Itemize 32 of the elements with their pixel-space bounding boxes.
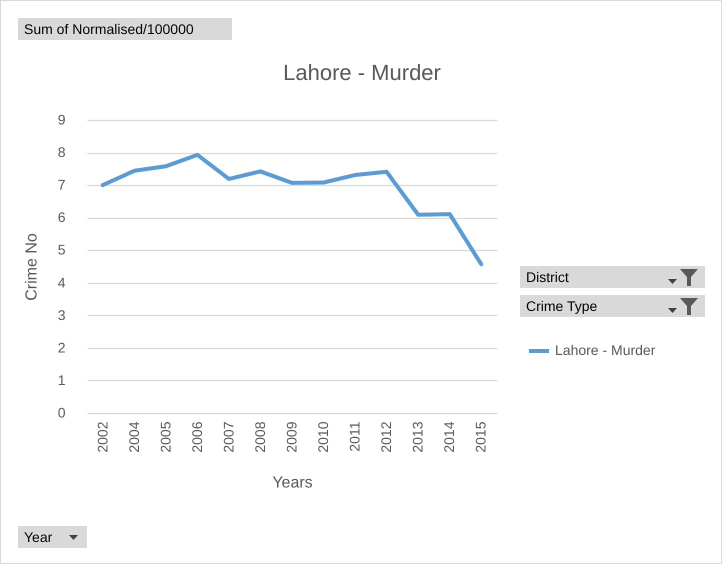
y-tick-label: 6 — [58, 209, 66, 226]
y-tick-label: 7 — [58, 176, 66, 193]
x-tick-label: 2002 — [94, 421, 110, 453]
y-tick-label: 9 — [58, 112, 66, 128]
field-button: Year — [18, 526, 87, 548]
x-tick-label: 2014 — [441, 421, 458, 453]
x-tick-label: 2010 — [315, 421, 332, 453]
x-tick-label: 2007 — [220, 421, 236, 453]
x-tick-label: 2009 — [284, 421, 300, 453]
x-tick-label: 2011 — [346, 421, 363, 452]
x-tick-label: 2015 — [472, 421, 489, 453]
y-tick-label: 8 — [58, 144, 66, 160]
x-tick-label: 2006 — [188, 421, 205, 453]
y-tick-label: 0 — [58, 404, 66, 420]
chart-title: Lahore - Murder — [283, 60, 441, 85]
y-tick-label: 3 — [58, 306, 66, 323]
field-button: District — [520, 266, 705, 288]
y-tick-label: 1 — [58, 372, 66, 388]
y-tick-label: 2 — [58, 339, 66, 356]
x-tick-label: 2005 — [157, 421, 174, 453]
x-tick-label: 2008 — [252, 421, 268, 453]
field-button: Crime Type — [520, 295, 705, 317]
x-axis-title: Years — [272, 474, 313, 492]
x-tick-label: 2004 — [126, 421, 142, 453]
y-axis-title: Crime No — [24, 233, 41, 301]
y-tick-label: 5 — [58, 242, 66, 258]
x-tick-label: 2013 — [410, 421, 426, 453]
y-tick-label: 4 — [58, 274, 66, 290]
legend-label: Lahore - Murder — [555, 342, 656, 358]
field-button: Sum of Normalised/100000 — [18, 18, 232, 40]
x-tick-label: 2012 — [378, 421, 394, 453]
line-series — [100, 152, 484, 266]
